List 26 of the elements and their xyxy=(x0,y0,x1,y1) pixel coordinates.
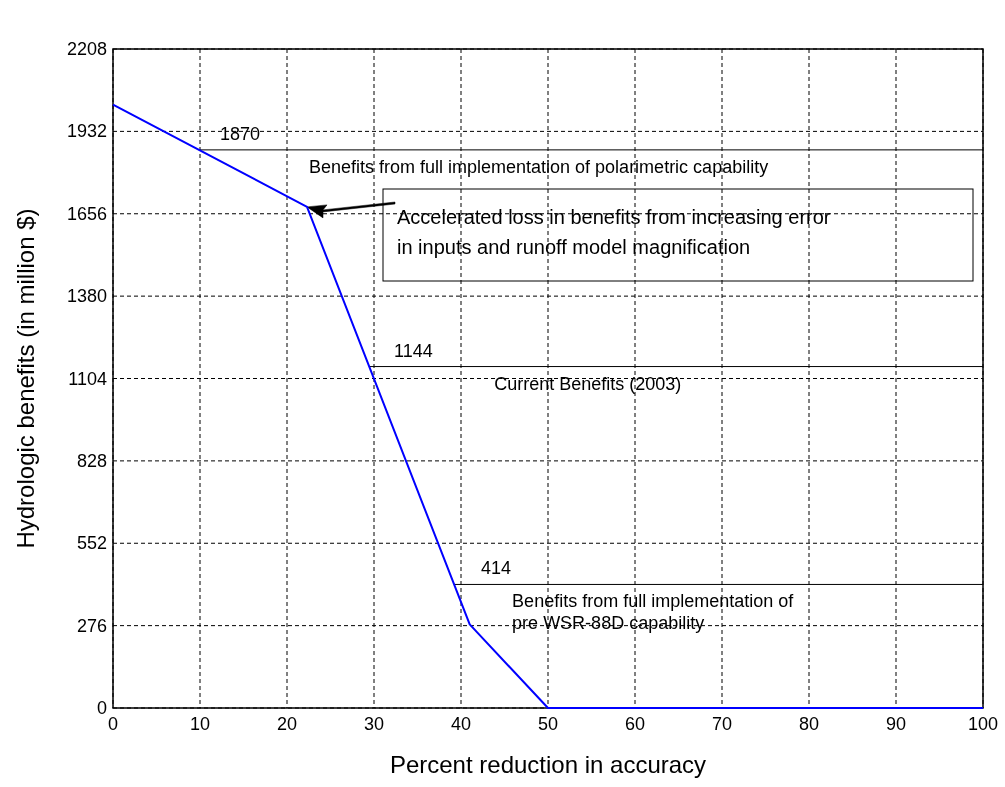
y-tick-label: 276 xyxy=(76,615,107,636)
x-tick-label: 80 xyxy=(798,714,820,734)
annotation: 1870 xyxy=(220,123,261,144)
y-tick-label: 1932 xyxy=(66,121,107,142)
x-tick-label: 30 xyxy=(363,714,385,734)
y-tick-label: 552 xyxy=(76,533,107,554)
x-tick-label: 100 xyxy=(967,714,999,734)
annotation: 1144 xyxy=(394,340,433,361)
y-tick-label: 1656 xyxy=(66,203,107,224)
y-tick-label: 828 xyxy=(76,450,107,471)
y-tick-label: 0 xyxy=(96,698,107,718)
x-axis-title: Percent reduction in accuracy xyxy=(389,751,707,778)
x-tick-label: 10 xyxy=(189,714,211,734)
x-tick-label: 50 xyxy=(537,714,559,734)
annotation: 414 xyxy=(481,558,512,579)
annotation: Accelerated loss in benefits from increasing error in inputs and runoff model magnification xyxy=(397,206,831,258)
x-tick-label: 40 xyxy=(450,714,472,734)
x-tick-label: 60 xyxy=(624,714,646,734)
y-axis-title: Hydrologic benefits (in million $) xyxy=(12,208,39,549)
ref-line-label: Benefits from full implementation of polarimetric capability xyxy=(308,156,769,177)
x-tick-label: 20 xyxy=(276,714,298,734)
y-tick-label: 1104 xyxy=(68,368,107,389)
y-tick-label: 2208 xyxy=(66,39,107,59)
y-tick-label: 1380 xyxy=(66,286,107,307)
x-tick-label: 90 xyxy=(885,714,907,734)
x-tick-label: 70 xyxy=(711,714,733,734)
